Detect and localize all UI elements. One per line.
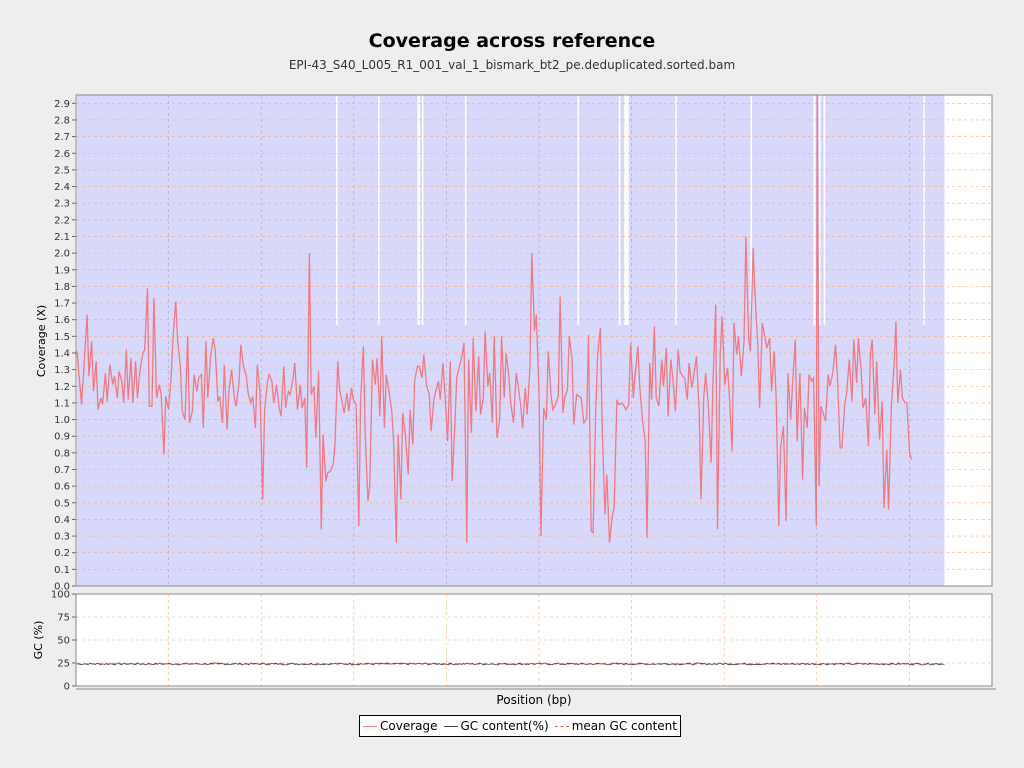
legend-label-mean-gc: mean GC content [571,719,677,733]
coverage-gap [421,95,424,325]
coverage-y-tick-label: 0.6 [54,482,70,493]
coverage-gap [378,95,380,325]
coverage-gap [813,95,816,325]
gc-y-tick-label: 75 [57,613,70,624]
legend-item-gc-content: GC content(%) [443,719,549,733]
coverage-line [76,94,913,543]
coverage-y-tick-label: 0.4 [54,515,70,526]
coverage-y-tick-label: 1.9 [54,265,70,276]
coverage-panel: 0.0 0.1 0.2 0.3 0.4 0.5 0.6 0.7 0.8 0.9 1.0 1.1 1.2 1… [54,94,993,593]
coverage-gap [417,95,421,325]
gc-y-tick-label: 0 [64,682,70,693]
coverage-y-tick-label: 1.4 [54,348,70,359]
gc-frame [75,593,993,687]
gc-y-tick-label: 50 [57,636,70,647]
coverage-y-tick-label: 0.2 [54,548,70,559]
gc-content-line [76,662,945,666]
x-axis-label: Position (bp) [496,693,571,707]
coverage-y-tick-label: 2.9 [54,99,70,110]
coverage-gap [577,95,580,325]
coverage-gap [335,95,338,325]
coverage-y-tick-label: 1.1 [54,398,70,409]
coverage-frame [75,94,993,587]
coverage-y-tick-label: 2.5 [54,165,70,176]
coverage-y-tick-label: 0.8 [54,448,70,459]
coverage-y-axis-label: Coverage (X) [35,305,48,377]
coverage-y-tick-label: 0.5 [54,498,70,509]
coverage-gap [464,95,467,325]
legend-label-gc-content: GC content(%) [460,719,549,733]
coverage-gap [750,95,752,325]
chart-subtitle: EPI-43_S40_L005_R1_001_val_1_bismark_bt2… [288,58,736,72]
coverage-y-tick-label: 0.3 [54,532,70,543]
coverage-gap [618,95,621,325]
coverage-y-tick-label: 1.8 [54,282,70,293]
coverage-y-tick-label: 0.9 [54,432,70,443]
coverage-gap [823,95,826,325]
coverage-y-tick-label: 2.3 [54,199,70,210]
gc-y-axis-label: GC (%) [32,621,45,660]
coverage-y-tick-label: 0.7 [54,465,70,476]
coverage-y-tick-label: 1.7 [54,299,70,310]
coverage-y-tick-label: 2.2 [54,215,70,226]
coverage-y-tick-label: 0.0 [54,582,70,593]
gc-panel: 0 25 50 75 100 [51,590,996,693]
coverage-y-tick-label: 2.7 [54,132,70,143]
legend-label-coverage: Coverage [380,719,438,733]
coverage-y-tick-label: 1.2 [54,382,70,393]
coverage-gap [923,95,925,325]
coverage-gap [675,95,677,325]
coverage-y-tick-label: 2.6 [54,149,70,160]
coverage-y-tick-label: 1.6 [54,315,70,326]
legend-swatch-coverage [363,725,377,727]
gc-y-tick-label: 25 [57,659,70,670]
mapped-region [77,95,945,586]
coverage-y-tick-label: 2.1 [54,232,70,243]
coverage-gap [819,95,821,325]
legend-swatch-mean-gc [554,725,569,727]
coverage-y-tick-label: 1.3 [54,365,70,376]
coverage-y-tick-label: 2.0 [54,249,70,260]
legend: Coverage GC content(%) mean GC content [359,715,681,737]
legend-item-mean-gc: mean GC content [554,719,677,733]
coverage-gap [624,95,629,325]
chart-title: Coverage across reference [368,30,656,52]
legend-item-coverage: Coverage [363,719,438,733]
gc-y-tick-label: 100 [51,590,70,601]
coverage-y-tick-label: 2.8 [54,115,70,126]
coverage-y-tick-label: 1.5 [54,332,70,343]
coverage-y-tick-label: 0.1 [54,565,70,576]
coverage-y-tick-label: 1.0 [54,415,70,426]
legend-swatch-gc-content [443,725,458,727]
coverage-y-tick-label: 2.4 [54,182,70,193]
